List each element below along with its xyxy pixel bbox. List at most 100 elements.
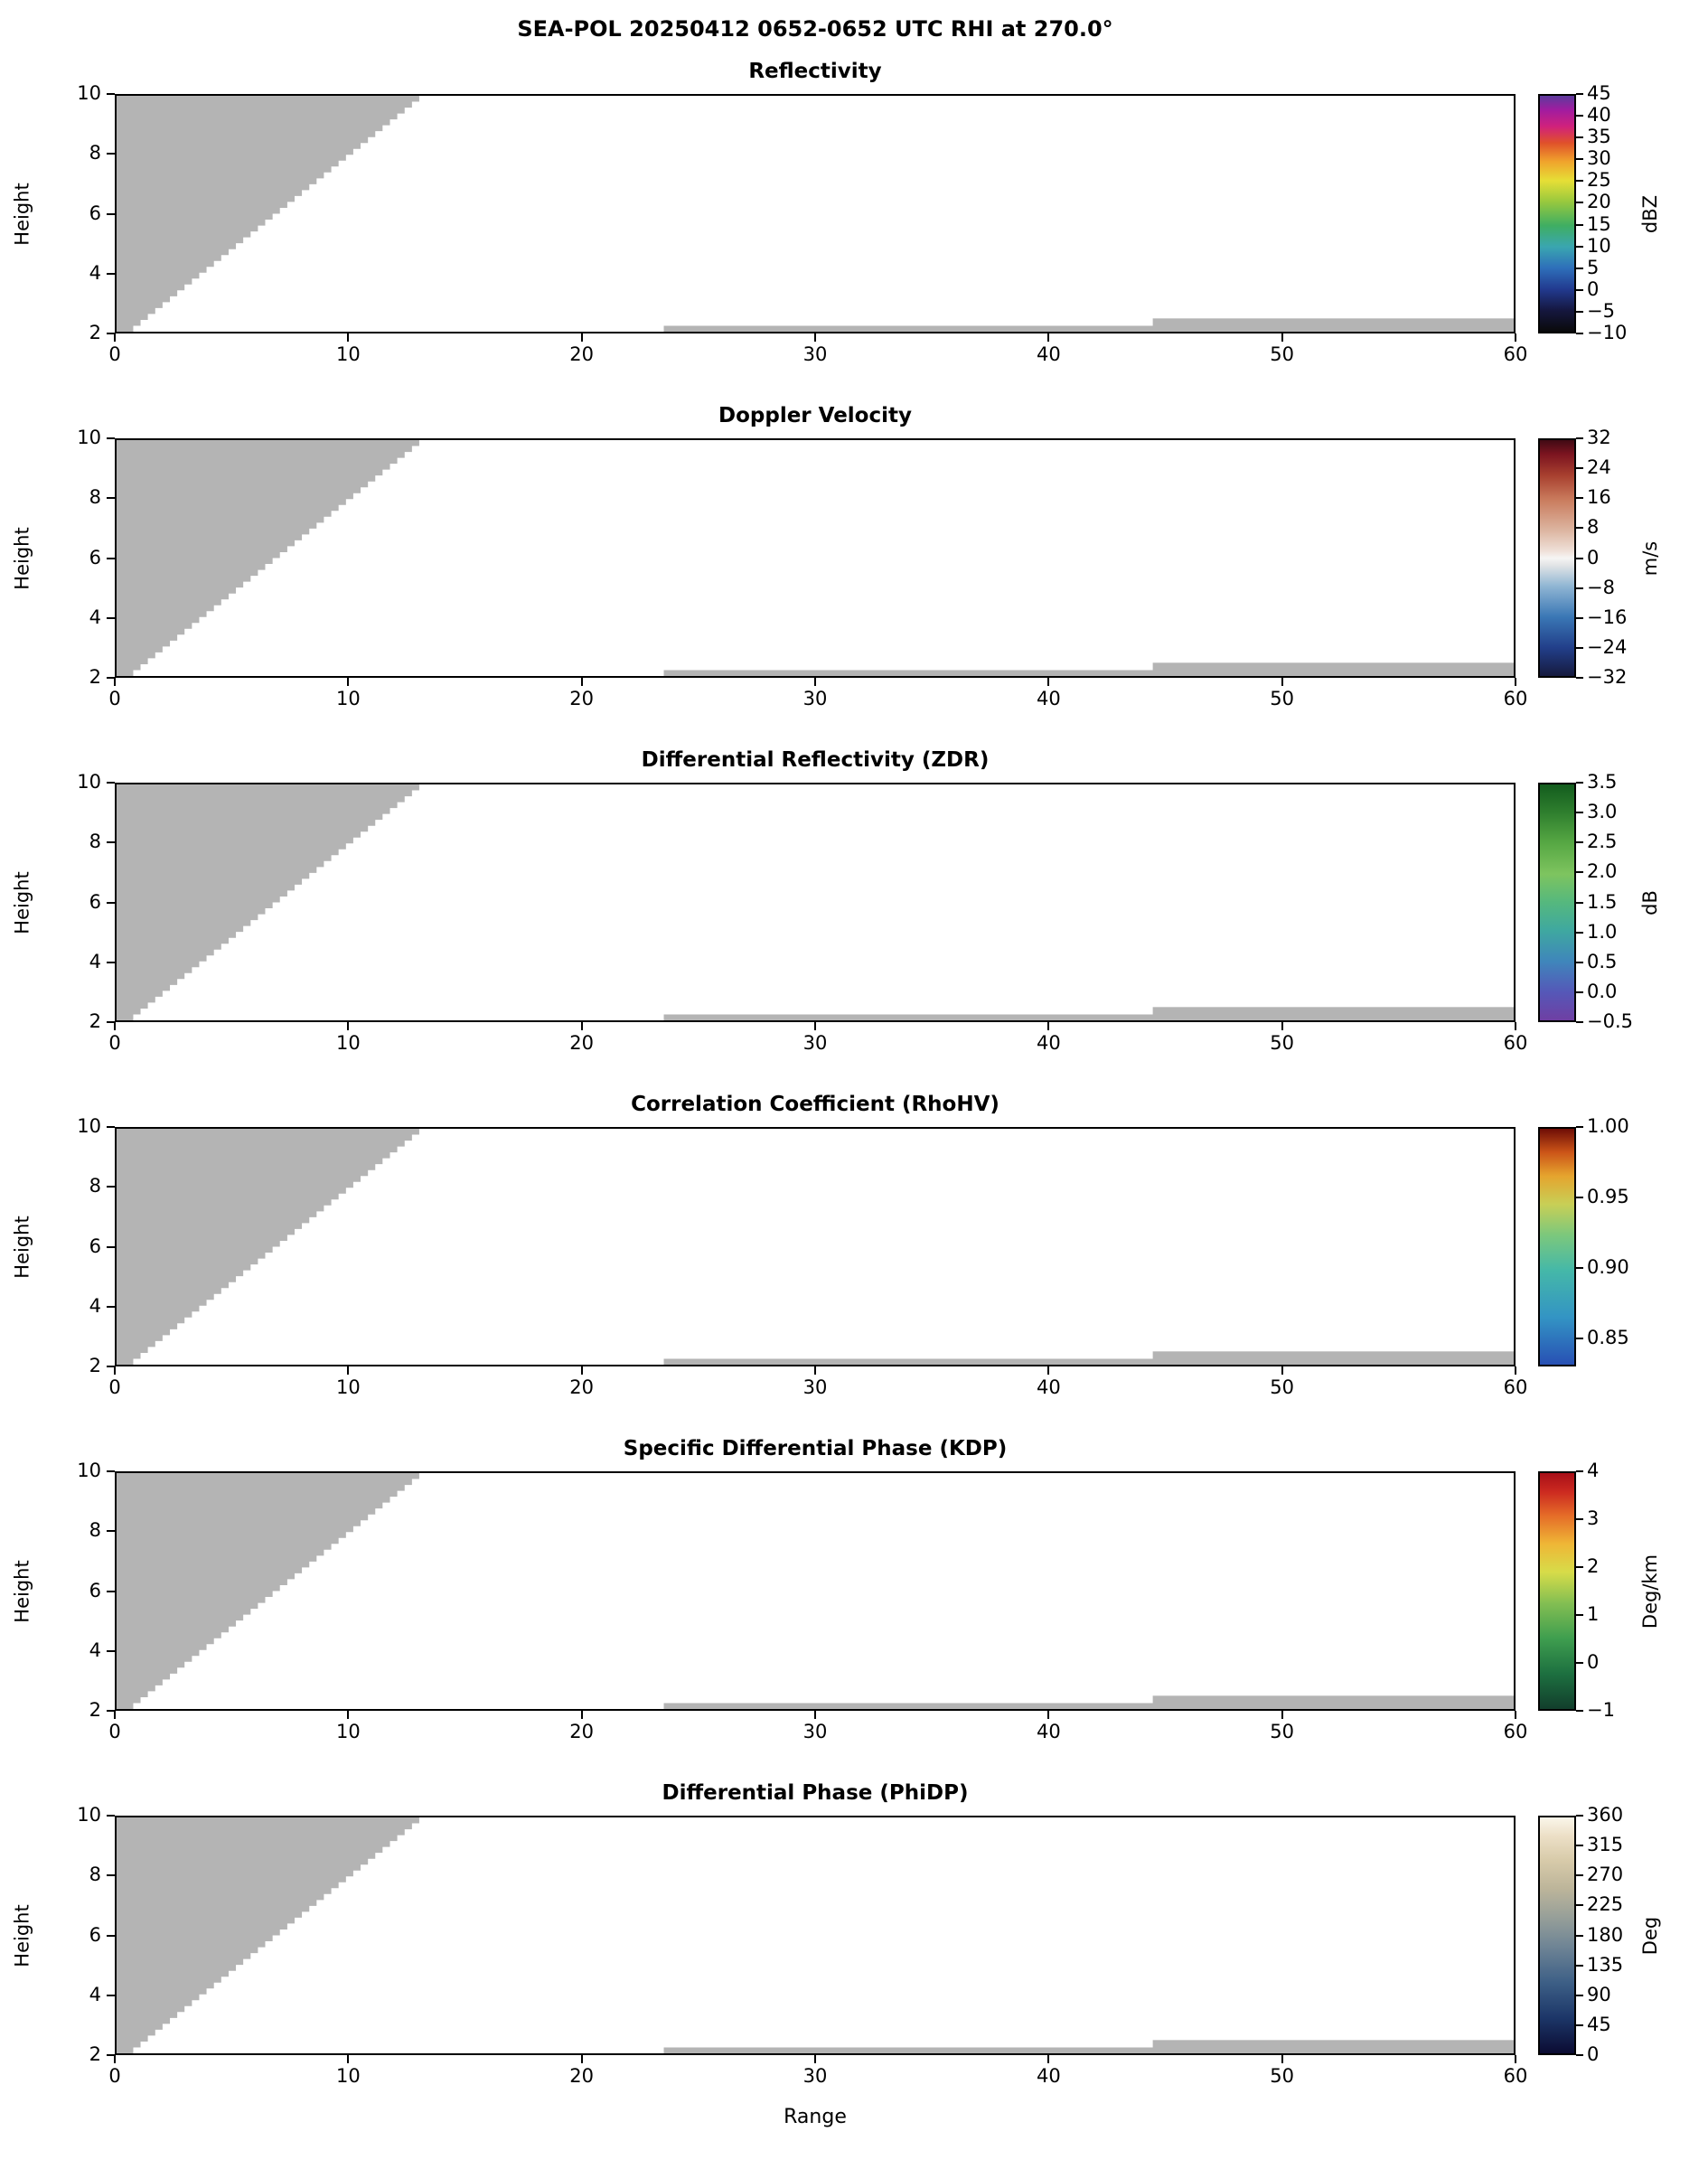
- x-tick-label: 60: [1503, 1032, 1528, 1054]
- colorbar-tick-label: 45: [1587, 82, 1611, 104]
- colorbar-tick: [1576, 1021, 1583, 1023]
- x-tick-label: 40: [1036, 343, 1061, 365]
- x-tick: [114, 2055, 116, 2063]
- panel-doppler-velocity: Doppler Velocity Height m/s 0 10 20 30 40 50 6…: [0, 393, 1708, 737]
- y-tick: [107, 1530, 115, 1533]
- colorbar-tick: [1576, 991, 1583, 993]
- colorbar-tick-label: 90: [1587, 1983, 1611, 2005]
- y-axis-label-text: Height: [12, 1903, 34, 1967]
- colorbar-tick-label: 5: [1587, 256, 1600, 278]
- colorbar: [1538, 438, 1576, 678]
- y-tick-label: 8: [89, 831, 101, 853]
- x-tick-label: 30: [802, 1032, 828, 1054]
- y-tick: [107, 1934, 115, 1937]
- colorbar-tick-label: 40: [1587, 104, 1611, 127]
- x-tick: [814, 1711, 816, 1719]
- x-tick-label: 20: [569, 1032, 595, 1054]
- colorbar-tick: [1576, 333, 1583, 334]
- colorbar-tick: [1576, 1518, 1583, 1520]
- y-tick-label: 8: [89, 486, 101, 509]
- colorbar-tick: [1576, 1470, 1583, 1472]
- plot-area: [115, 1127, 1516, 1366]
- colorbar-tick-label: −5: [1587, 299, 1615, 322]
- colorbar-tick: [1576, 93, 1583, 95]
- colorbar-tick: [1576, 931, 1583, 934]
- colorbar-tick-label: 315: [1587, 1834, 1624, 1856]
- panel-title: Differential Reflectivity (ZDR): [641, 748, 990, 772]
- x-tick-label: 50: [1270, 688, 1295, 709]
- x-tick-label: 50: [1270, 2065, 1295, 2087]
- colorbar-unit-label: [1638, 1127, 1663, 1366]
- x-tick-label: 20: [569, 1376, 595, 1398]
- y-tick-label: 8: [89, 1175, 101, 1197]
- colorbar-tick: [1576, 180, 1583, 183]
- figure-title: SEA-POL 20250412 0652-0652 UTC RHI at 27…: [517, 16, 1113, 42]
- x-tick-label: 30: [802, 1721, 828, 1742]
- x-tick: [1047, 1366, 1050, 1375]
- x-tick: [1047, 678, 1050, 686]
- y-axis-label: Height: [11, 1471, 34, 1711]
- colorbar-tick-label: 3.5: [1587, 771, 1618, 793]
- colorbar-tick-label: −10: [1587, 322, 1628, 343]
- y-tick: [107, 616, 115, 619]
- colorbar-tick: [1576, 1662, 1583, 1664]
- x-tick-label: 0: [108, 343, 121, 365]
- plot-area: [115, 438, 1516, 678]
- y-tick: [107, 901, 115, 904]
- y-axis-label-text: Height: [12, 1559, 34, 1623]
- y-tick-label: 6: [89, 890, 101, 913]
- colorbar-tick-label: 0.90: [1587, 1255, 1629, 1278]
- colorbar-tick-label: 0: [1587, 1651, 1600, 1673]
- colorbar-unit-label: Deg: [1638, 1816, 1663, 2055]
- colorbar-unit-label: dB: [1638, 783, 1663, 1022]
- y-tick: [107, 1710, 115, 1712]
- colorbar-tick: [1576, 1904, 1583, 1907]
- colorbar-unit-label: Deg/km: [1638, 1471, 1663, 1711]
- colorbar: [1538, 1127, 1576, 1366]
- x-tick: [114, 1366, 116, 1375]
- colorbar-tick-label: 2: [1587, 1555, 1600, 1577]
- y-tick-label: 10: [77, 1115, 101, 1137]
- y-axis-label-text: Height: [12, 526, 34, 590]
- y-tick: [107, 1470, 115, 1472]
- colorbar-tick-label: 1: [1587, 1603, 1600, 1625]
- x-tick: [114, 1022, 116, 1030]
- colorbar-tick: [1576, 202, 1583, 204]
- x-tick-label: 0: [108, 688, 121, 709]
- y-tick: [107, 1305, 115, 1308]
- y-tick: [107, 677, 115, 679]
- colorbar-tick-label: 0.0: [1587, 980, 1618, 1002]
- x-tick: [1515, 333, 1516, 342]
- y-axis-label-text: Height: [12, 1215, 34, 1279]
- y-tick: [107, 1126, 115, 1128]
- colorbar-unit-text: Deg: [1639, 1916, 1662, 1955]
- x-tick-label: 60: [1503, 343, 1528, 365]
- colorbar-tick: [1576, 1196, 1583, 1198]
- y-tick-label: 4: [89, 950, 101, 972]
- y-tick-label: 10: [77, 1804, 101, 1826]
- colorbar-tick-label: −8: [1587, 576, 1615, 598]
- y-tick: [107, 1590, 115, 1592]
- y-tick: [107, 782, 115, 784]
- colorbar-tick-label: 45: [1587, 2013, 1611, 2035]
- colorbar-tick: [1576, 587, 1583, 589]
- colorbar-tick: [1576, 812, 1583, 814]
- colorbar-tick: [1576, 115, 1583, 117]
- panel-title: Correlation Coefficient (RhoHV): [631, 1093, 999, 1116]
- y-tick-label: 10: [77, 1460, 101, 1481]
- colorbar-tick-label: 3.0: [1587, 801, 1618, 823]
- x-tick-label: 20: [569, 343, 595, 365]
- y-axis-label: Height: [11, 1127, 34, 1366]
- y-tick: [107, 2054, 115, 2056]
- x-tick-label: 0: [108, 1376, 121, 1398]
- x-axis-label: Range: [784, 2106, 847, 2128]
- y-tick-label: 4: [89, 606, 101, 628]
- colorbar-tick: [1576, 2023, 1583, 2026]
- x-tick-label: 40: [1036, 1032, 1061, 1054]
- colorbar-tick: [1576, 1934, 1583, 1937]
- colorbar-tick-label: 270: [1587, 1864, 1624, 1886]
- colorbar-tick-label: 0: [1587, 2043, 1600, 2065]
- masked-data-region: [117, 784, 1514, 1020]
- y-tick: [107, 1245, 115, 1248]
- x-tick-label: 60: [1503, 688, 1528, 709]
